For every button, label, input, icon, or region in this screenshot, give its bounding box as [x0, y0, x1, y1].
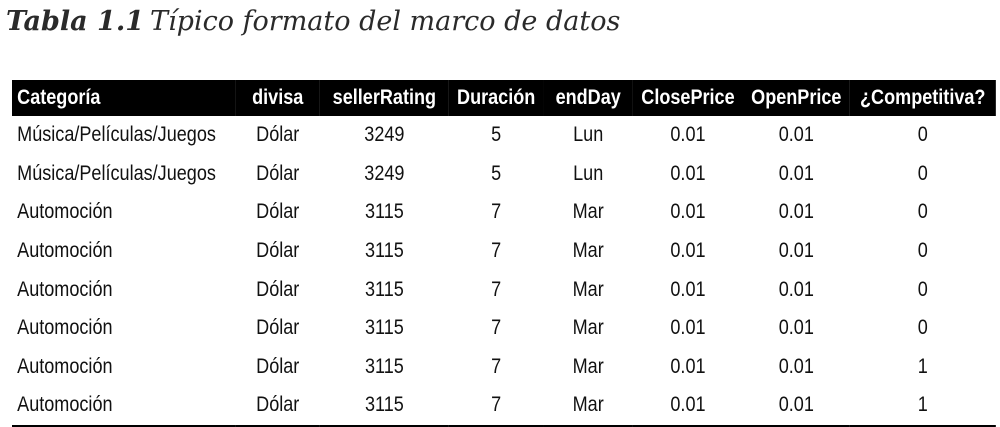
cell-sellerrating: 3249 [364, 161, 405, 185]
table-row: Automoción Dólar 3115 7 Mar 0.01 0.01 0 [12, 270, 996, 309]
table-caption: Tabla 1.1 Típico formato del marco de dat… [6, 2, 620, 42]
table-header: Categoría divisa sellerRating Duración e… [12, 80, 996, 116]
column-header-divisa: divisa [235, 80, 320, 116]
cell-openprice: 0.01 [778, 239, 814, 263]
cell-duracion: 7 [491, 277, 502, 301]
cell-duracion: 7 [491, 239, 502, 263]
table-row: Automoción Dólar 3115 7 Mar 0.01 0.01 1 [12, 348, 996, 387]
cell-closeprice: 0.01 [670, 354, 706, 378]
cell-competitiva: 0 [917, 316, 928, 340]
cell-sellerrating: 3115 [364, 354, 404, 378]
table-row: Música/Películas/Juegos Dólar 3249 5 Lun… [12, 116, 996, 155]
cell-divisa: Dólar [235, 386, 320, 427]
cell-endday: Mar [543, 386, 633, 427]
cell-closeprice: 0.01 [632, 386, 743, 427]
data-frame-table: Categoría divisa sellerRating Duración e… [12, 80, 996, 427]
cell-competitiva: 0 [917, 200, 928, 224]
cell-categoria: Automoción [17, 316, 113, 340]
cell-openprice: 0.01 [778, 200, 814, 224]
cell-openprice: 0.01 [778, 123, 814, 147]
table-body: Música/Películas/Juegos Dólar 3249 5 Lun… [12, 116, 996, 427]
cell-divisa: Dólar [256, 200, 300, 224]
column-header-categoria: Categoría [12, 80, 236, 116]
cell-competitiva: 0 [917, 239, 928, 263]
cell-endday: Mar [572, 354, 604, 378]
cell-divisa: Dólar [256, 161, 300, 185]
column-header-endday: endDay [543, 80, 633, 116]
cell-closeprice: 0.01 [670, 239, 706, 263]
cell-endday: Mar [572, 239, 604, 263]
cell-divisa: Dólar [256, 354, 300, 378]
cell-divisa: Dólar [256, 316, 300, 340]
cell-competitiva: 0 [917, 123, 928, 147]
cell-competitiva: 1 [849, 386, 996, 427]
cell-categoria: Automoción [17, 200, 113, 224]
cell-duracion: 5 [491, 123, 502, 147]
cell-competitiva: 0 [917, 277, 928, 301]
table-caption-text: Típico formato del marco de datos [150, 6, 621, 37]
table-caption-label: Tabla 1.1 [6, 6, 145, 37]
table-row: Automoción Dólar 3115 7 Mar 0.01 0.01 0 [12, 193, 996, 232]
cell-openprice: 0.01 [778, 277, 814, 301]
cell-duracion: 7 [491, 354, 502, 378]
cell-categoria: Música/Películas/Juegos [17, 161, 216, 185]
column-header-sellerrating: sellerRating [319, 80, 449, 116]
cell-categoria: Automoción [17, 277, 113, 301]
column-header-duracion: Duración [448, 80, 544, 116]
cell-openprice: 0.01 [743, 386, 850, 427]
column-header-closeprice: ClosePrice [632, 80, 743, 116]
cell-categoria: Automoción [12, 386, 236, 427]
cell-categoria: Música/Películas/Juegos [17, 123, 216, 147]
cell-closeprice: 0.01 [670, 123, 706, 147]
cell-competitiva: 0 [917, 161, 928, 185]
cell-endday: Lun [573, 123, 604, 147]
cell-categoria: Automoción [17, 354, 113, 378]
cell-openprice: 0.01 [778, 316, 814, 340]
cell-divisa: Dólar [256, 123, 300, 147]
column-header-openprice: OpenPrice [743, 80, 850, 116]
cell-duracion: 7 [491, 316, 502, 340]
cell-divisa: Dólar [256, 277, 300, 301]
cell-competitiva: 1 [917, 354, 928, 378]
cell-categoria: Automoción [17, 239, 113, 263]
table-row: Automoción Dólar 3115 7 Mar 0.01 0.01 1 [12, 386, 996, 427]
cell-closeprice: 0.01 [670, 277, 706, 301]
table-header-row: Categoría divisa sellerRating Duración e… [12, 80, 996, 116]
cell-endday: Lun [573, 161, 604, 185]
cell-duracion: 7 [448, 386, 544, 427]
table-row: Automoción Dólar 3115 7 Mar 0.01 0.01 0 [12, 309, 996, 348]
cell-divisa: Dólar [256, 239, 300, 263]
cell-sellerrating: 3249 [364, 123, 405, 147]
cell-sellerrating: 3115 [364, 239, 404, 263]
cell-sellerrating: 3115 [364, 316, 404, 340]
cell-endday: Mar [572, 200, 604, 224]
cell-openprice: 0.01 [778, 161, 814, 185]
cell-duracion: 7 [491, 200, 502, 224]
cell-closeprice: 0.01 [670, 316, 706, 340]
cell-endday: Mar [572, 316, 604, 340]
cell-closeprice: 0.01 [670, 200, 706, 224]
table-row: Automoción Dólar 3115 7 Mar 0.01 0.01 0 [12, 232, 996, 271]
cell-sellerrating: 3115 [319, 386, 449, 427]
cell-endday: Mar [572, 277, 604, 301]
cell-closeprice: 0.01 [670, 161, 706, 185]
table-row: Música/Películas/Juegos Dólar 3249 5 Lun… [12, 155, 996, 194]
cell-duracion: 5 [491, 161, 502, 185]
cell-openprice: 0.01 [778, 354, 814, 378]
cell-sellerrating: 3115 [364, 277, 404, 301]
column-header-competitiva: ¿Competitiva? [849, 80, 996, 116]
cell-sellerrating: 3115 [364, 200, 404, 224]
